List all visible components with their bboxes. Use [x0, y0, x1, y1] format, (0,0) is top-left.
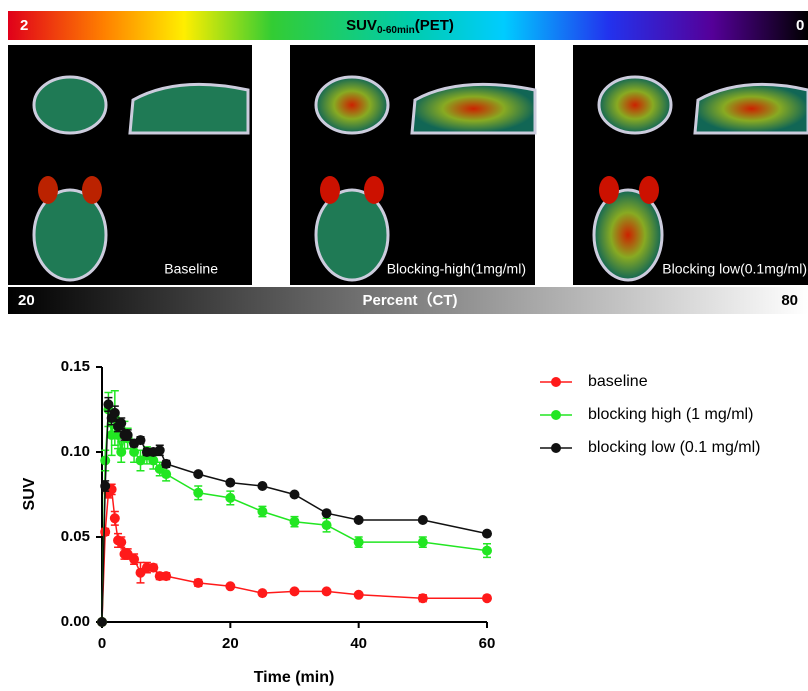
- pet-title-sub: 0-60min: [377, 25, 415, 36]
- data-point: [482, 593, 492, 603]
- legend-marker: [551, 377, 561, 387]
- y-axis-title: SUV: [21, 477, 38, 510]
- pet-max: 0: [796, 17, 804, 34]
- x-tick-label: 0: [98, 635, 106, 652]
- data-point: [103, 399, 113, 409]
- y-tick-label: 0.05: [61, 528, 90, 545]
- data-point: [100, 527, 110, 537]
- pet-title-suffix: (PET): [415, 17, 454, 34]
- data-point: [257, 481, 267, 491]
- chart: SUV Time (min) 0.00 0.05 0.10 0.15 0 20 40 60 ba…: [21, 358, 760, 686]
- data-point: [110, 408, 120, 418]
- data-point: [193, 469, 203, 479]
- y-tick-label: 0.00: [61, 613, 90, 630]
- data-point: [482, 529, 492, 539]
- data-point: [322, 586, 332, 596]
- data-point: [322, 508, 332, 518]
- pet-title-main: SUV: [346, 17, 377, 34]
- data-point: [257, 507, 267, 517]
- data-point: [155, 445, 165, 455]
- data-point: [257, 588, 267, 598]
- data-point: [482, 546, 492, 556]
- data-point: [136, 435, 146, 445]
- data-point: [290, 586, 300, 596]
- panel: Blocking low(0.1mg/ml): [573, 45, 808, 285]
- data-point: [123, 430, 133, 440]
- panel: Baseline: [8, 45, 252, 285]
- ct-min: 20: [18, 292, 35, 309]
- data-point: [100, 481, 110, 491]
- ct-max: 80: [781, 292, 798, 309]
- panel: Blocking-high(1mg/ml): [290, 45, 535, 285]
- data-point: [418, 537, 428, 547]
- data-point: [354, 537, 364, 547]
- x-tick-label: 60: [479, 635, 496, 652]
- data-point: [354, 590, 364, 600]
- pet-min: 2: [20, 17, 28, 34]
- data-point: [418, 593, 428, 603]
- data-point: [354, 515, 364, 525]
- x-tick-label: 20: [222, 635, 239, 652]
- legend-label: blocking high (1 mg/ml): [588, 406, 753, 423]
- pet-panels: Baseline Blocking-high(1mg/ml) Blocking …: [8, 45, 808, 285]
- data-point: [290, 517, 300, 527]
- data-point: [225, 478, 235, 488]
- data-point: [193, 488, 203, 498]
- legend-marker: [551, 443, 561, 453]
- y-tick-label: 0.15: [61, 358, 90, 375]
- legend-label: blocking low (0.1 mg/ml): [588, 439, 761, 456]
- panel-label: Blocking-high(1mg/ml): [387, 261, 526, 277]
- x-tick-label: 40: [350, 635, 367, 652]
- legend-label: baseline: [588, 373, 648, 390]
- data-point: [110, 513, 120, 523]
- legend-marker: [551, 410, 561, 420]
- data-point: [116, 418, 126, 428]
- panel-label: Baseline: [164, 261, 218, 277]
- data-point: [225, 581, 235, 591]
- data-point: [225, 493, 235, 503]
- data-point: [161, 469, 171, 479]
- data-point: [161, 571, 171, 581]
- x-axis-title: Time (min): [254, 669, 335, 686]
- figure: 2 SUV0-60min(PET) 0 Baseline Blocking-hi…: [0, 0, 808, 691]
- data-point: [418, 515, 428, 525]
- ct-title: Percent（CT): [362, 291, 457, 309]
- data-point: [148, 563, 158, 573]
- data-point: [322, 520, 332, 530]
- data-point: [97, 617, 107, 627]
- data-point: [290, 490, 300, 500]
- data-point: [161, 459, 171, 469]
- panel-label: Blocking low(0.1mg/ml): [662, 261, 807, 277]
- data-point: [193, 578, 203, 588]
- data-point: [100, 456, 110, 466]
- y-tick-label: 0.10: [61, 443, 90, 460]
- series-line: [102, 489, 487, 622]
- data-point: [116, 537, 126, 547]
